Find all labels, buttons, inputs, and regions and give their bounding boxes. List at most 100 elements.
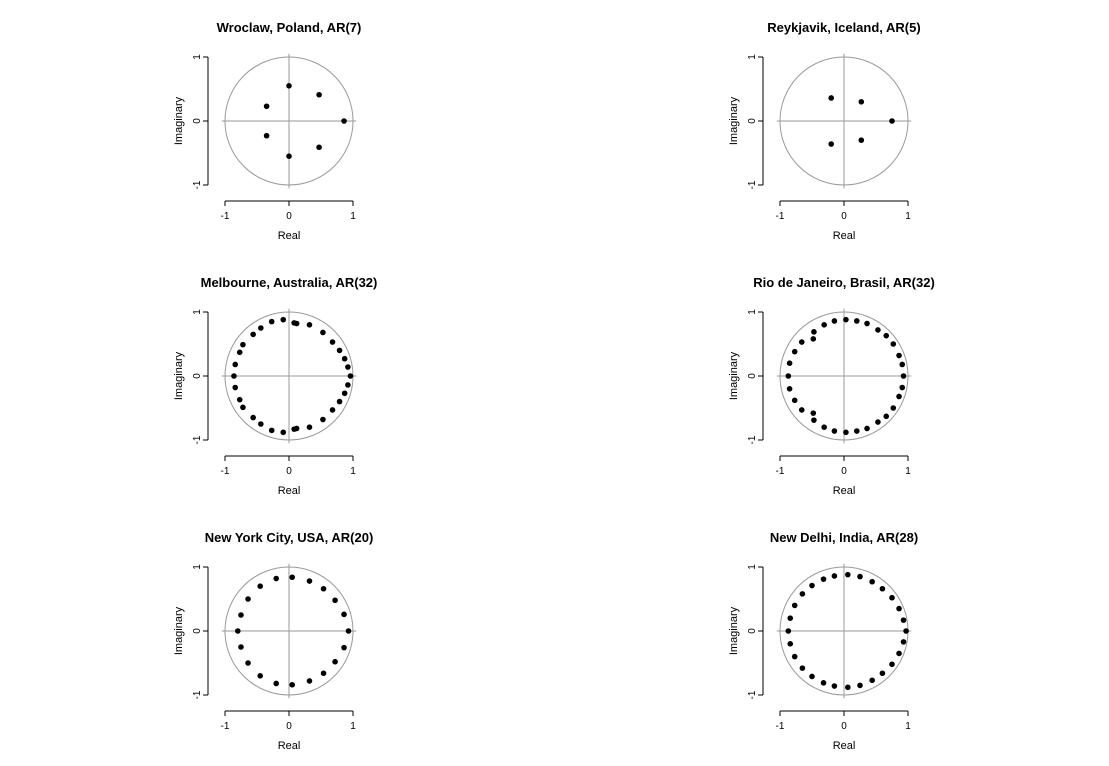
root-point bbox=[280, 316, 287, 323]
x-tick-label: -1 bbox=[776, 211, 785, 222]
root-point bbox=[810, 336, 817, 342]
y-axis-title: Imaginary bbox=[173, 606, 185, 655]
root-point bbox=[280, 429, 287, 436]
y-tick-label: 1 bbox=[192, 54, 203, 60]
root-point bbox=[236, 349, 243, 356]
root-point bbox=[341, 355, 348, 362]
x-tick-label: 0 bbox=[841, 721, 847, 732]
root-point bbox=[273, 575, 280, 582]
root-point bbox=[900, 617, 907, 623]
x-tick-label: -1 bbox=[776, 466, 785, 477]
x-axis-title: Real bbox=[278, 230, 301, 242]
root-point bbox=[875, 419, 881, 425]
y-tick-label: 0 bbox=[747, 373, 758, 379]
root-point bbox=[238, 644, 244, 650]
root-point bbox=[858, 99, 865, 105]
y-tick-label: 1 bbox=[747, 54, 758, 60]
y-axis-title: Imaginary bbox=[173, 96, 185, 145]
x-axis-title: Real bbox=[278, 740, 301, 752]
root-point bbox=[332, 658, 338, 665]
root-point bbox=[798, 407, 805, 413]
y-tick-label: -1 bbox=[192, 690, 203, 699]
root-point bbox=[900, 639, 907, 645]
x-axis-title: Real bbox=[278, 485, 301, 497]
root-point bbox=[857, 682, 863, 689]
root-point bbox=[791, 397, 798, 404]
root-point bbox=[231, 373, 237, 379]
root-point bbox=[799, 665, 806, 671]
x-axis-title: Real bbox=[833, 230, 856, 242]
root-point bbox=[341, 611, 347, 618]
root-point bbox=[828, 95, 834, 101]
root-point bbox=[347, 373, 354, 379]
root-point bbox=[786, 360, 793, 367]
chart-title: Rio de Janeiro, Brasil, AR(32) bbox=[753, 275, 935, 290]
x-tick-label: 1 bbox=[350, 466, 356, 477]
root-point bbox=[889, 118, 895, 124]
y-tick-label: -1 bbox=[747, 435, 758, 444]
x-tick-label: -1 bbox=[221, 466, 230, 477]
root-point bbox=[821, 322, 827, 328]
root-point bbox=[854, 318, 860, 324]
root-point bbox=[306, 322, 313, 328]
x-tick-label: 0 bbox=[286, 211, 292, 222]
y-tick-label: 0 bbox=[747, 628, 758, 634]
root-point bbox=[341, 390, 348, 397]
y-tick-label: 0 bbox=[192, 628, 203, 634]
y-axis-title: Imaginary bbox=[728, 96, 740, 145]
root-point bbox=[257, 583, 264, 589]
y-tick-label: 1 bbox=[192, 309, 203, 315]
root-plot-panel: New Delhi, India, AR(28) -1 0 1 Real -1 0 1 Imag… bbox=[728, 530, 918, 752]
root-point bbox=[809, 582, 815, 589]
y-tick-label: 0 bbox=[747, 118, 758, 124]
x-tick-label: 1 bbox=[905, 466, 911, 477]
root-point bbox=[845, 571, 851, 578]
root-point bbox=[273, 680, 280, 687]
root-point bbox=[896, 393, 902, 400]
root-point bbox=[883, 332, 890, 339]
root-plot-panel: Reykjavik, Iceland, AR(5) -1 0 1 Real -1 0 1 Ima… bbox=[728, 20, 921, 242]
root-plot-panel: New York City, USA, AR(20) -1 0 1 Real -1 0 1 Im… bbox=[173, 530, 373, 752]
root-point bbox=[258, 325, 264, 331]
x-tick-label: 0 bbox=[841, 466, 847, 477]
root-point bbox=[811, 417, 817, 423]
root-point bbox=[332, 597, 338, 604]
root-point bbox=[791, 602, 798, 609]
root-point bbox=[785, 373, 792, 379]
y-tick-label: 1 bbox=[192, 564, 203, 570]
root-point bbox=[240, 404, 246, 411]
root-point bbox=[864, 425, 870, 432]
x-tick-label: 0 bbox=[286, 466, 292, 477]
root-point bbox=[799, 591, 806, 597]
root-point bbox=[235, 628, 241, 634]
root-point bbox=[258, 421, 264, 427]
root-point bbox=[854, 428, 860, 434]
root-point bbox=[240, 341, 246, 348]
root-point bbox=[250, 414, 256, 421]
chart-title: Melbourne, Australia, AR(32) bbox=[201, 275, 378, 290]
root-point bbox=[306, 678, 313, 684]
root-point bbox=[857, 573, 863, 580]
y-axis-title: Imaginary bbox=[728, 351, 740, 400]
y-tick-label: -1 bbox=[747, 690, 758, 699]
y-tick-label: 0 bbox=[192, 373, 203, 379]
root-point bbox=[250, 331, 256, 338]
root-point bbox=[341, 644, 347, 651]
root-point bbox=[286, 83, 292, 89]
root-point bbox=[869, 578, 875, 585]
root-point bbox=[320, 585, 327, 592]
root-point bbox=[810, 410, 817, 416]
root-point bbox=[791, 348, 798, 355]
root-point bbox=[899, 361, 906, 368]
root-point bbox=[787, 615, 794, 621]
x-tick-label: 1 bbox=[905, 211, 911, 222]
root-point bbox=[329, 407, 336, 413]
root-point bbox=[896, 650, 902, 657]
x-tick-label: 1 bbox=[350, 721, 356, 732]
root-point bbox=[843, 429, 849, 436]
root-point bbox=[903, 628, 909, 634]
chart-title: New Delhi, India, AR(28) bbox=[770, 530, 918, 545]
root-point bbox=[890, 405, 897, 411]
root-point bbox=[263, 132, 270, 139]
